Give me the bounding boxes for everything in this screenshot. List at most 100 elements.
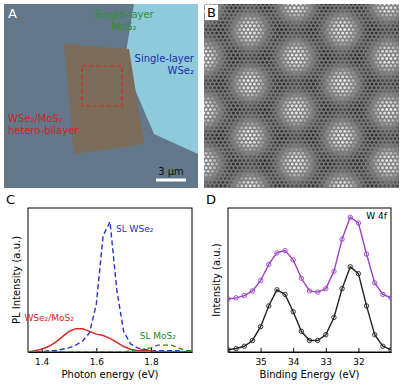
lattice-spot	[375, 68, 378, 71]
lattice-spot	[385, 72, 388, 75]
lattice-spot	[251, 21, 254, 24]
lattice-spot	[337, 61, 340, 64]
lattice-spot	[318, 123, 321, 126]
lattice-spot	[261, 112, 264, 115]
lattice-spot	[350, 17, 353, 20]
lattice-spot	[249, 17, 252, 20]
lattice-spot	[261, 46, 264, 49]
lattice-spot	[232, 119, 235, 122]
lattice-spot	[371, 141, 374, 144]
lattice-spot	[337, 148, 340, 151]
lattice-spot	[387, 126, 390, 129]
lattice-spot	[253, 61, 256, 64]
lattice-spot	[293, 137, 296, 140]
lattice-spot	[230, 21, 233, 24]
lattice-spot	[276, 21, 279, 24]
lattice-spot	[215, 39, 218, 42]
lattice-spot	[257, 75, 260, 78]
lattice-spot	[312, 68, 315, 71]
lattice-spot	[320, 119, 323, 122]
lattice-spot	[219, 61, 222, 64]
lattice-spot	[392, 119, 395, 122]
lattice-spot	[316, 141, 319, 144]
lattice-spot	[276, 6, 279, 9]
lattice-spot	[287, 39, 290, 42]
lattice-spot	[383, 17, 386, 20]
lattice-spot	[318, 79, 321, 82]
lattice-spot	[207, 141, 210, 144]
lattice-spot	[207, 83, 210, 86]
lattice-spot	[287, 104, 290, 107]
lattice-spot	[366, 133, 369, 136]
lattice-spot	[335, 79, 338, 82]
lattice-spot	[305, 93, 308, 96]
lattice-spot	[221, 43, 224, 46]
lattice-spot	[204, 53, 206, 56]
lattice-spot	[291, 24, 294, 27]
lattice-spot	[253, 126, 256, 129]
lattice-spot	[257, 119, 260, 122]
lattice-spot	[274, 126, 277, 129]
lattice-spot	[226, 50, 229, 53]
lattice-spot	[234, 123, 237, 126]
lattice-spot	[318, 43, 321, 46]
lattice-spot	[331, 130, 334, 133]
lattice-spot	[343, 72, 346, 75]
lattice-spot	[362, 133, 365, 136]
lattice-spot	[266, 24, 269, 27]
lattice-spot	[329, 104, 332, 107]
lattice-spot	[394, 152, 397, 155]
lattice-spot	[383, 133, 386, 136]
lattice-spot	[364, 28, 367, 31]
lattice-spot	[204, 97, 206, 100]
lattice-spot	[394, 43, 397, 46]
lattice-spot	[240, 61, 243, 64]
lattice-spot	[247, 35, 250, 38]
lattice-spot	[261, 83, 264, 86]
lattice-spot	[316, 148, 319, 151]
lattice-spot	[324, 4, 327, 6]
lattice-spot	[383, 39, 386, 42]
lattice-spot	[347, 35, 350, 38]
lattice-spot	[320, 97, 323, 100]
lattice-spot	[219, 90, 222, 93]
lattice-spot	[314, 57, 317, 60]
lattice-spot	[251, 35, 254, 38]
lattice-spot	[297, 123, 300, 126]
lattice-spot	[368, 86, 371, 89]
lattice-spot	[224, 39, 227, 42]
lattice-spot	[373, 123, 376, 126]
lattice-spot	[316, 104, 319, 107]
lattice-spot	[257, 83, 260, 86]
lattice-spot	[318, 72, 321, 75]
lattice-spot	[268, 152, 271, 155]
lattice-spot	[253, 112, 256, 115]
lattice-spot	[347, 57, 350, 60]
lattice-spot	[303, 90, 306, 93]
lattice-spot	[316, 53, 319, 56]
lattice-spot	[240, 148, 243, 151]
lattice-spot	[278, 4, 281, 6]
lattice-spot	[224, 126, 227, 129]
lattice-spot	[289, 28, 292, 31]
lattice-spot	[257, 46, 260, 49]
lattice-spot	[345, 104, 348, 107]
lattice-spot	[371, 46, 374, 49]
lattice-spot	[240, 119, 243, 122]
lattice-spot	[335, 137, 338, 140]
lattice-spot	[211, 119, 214, 122]
lattice-spot	[236, 104, 239, 107]
lattice-spot	[358, 83, 361, 86]
lattice-spot	[371, 53, 374, 56]
lattice-spot	[303, 119, 306, 122]
lattice-spot	[287, 126, 290, 129]
lattice-spot	[205, 123, 208, 126]
lattice-spot	[373, 115, 376, 118]
lattice-spot	[251, 13, 254, 16]
lattice-spot	[270, 4, 273, 6]
lattice-spot	[301, 108, 304, 111]
lattice-spot	[268, 79, 271, 82]
lattice-spot	[226, 152, 229, 155]
lattice-spot	[394, 123, 397, 126]
lattice-spot	[345, 141, 348, 144]
